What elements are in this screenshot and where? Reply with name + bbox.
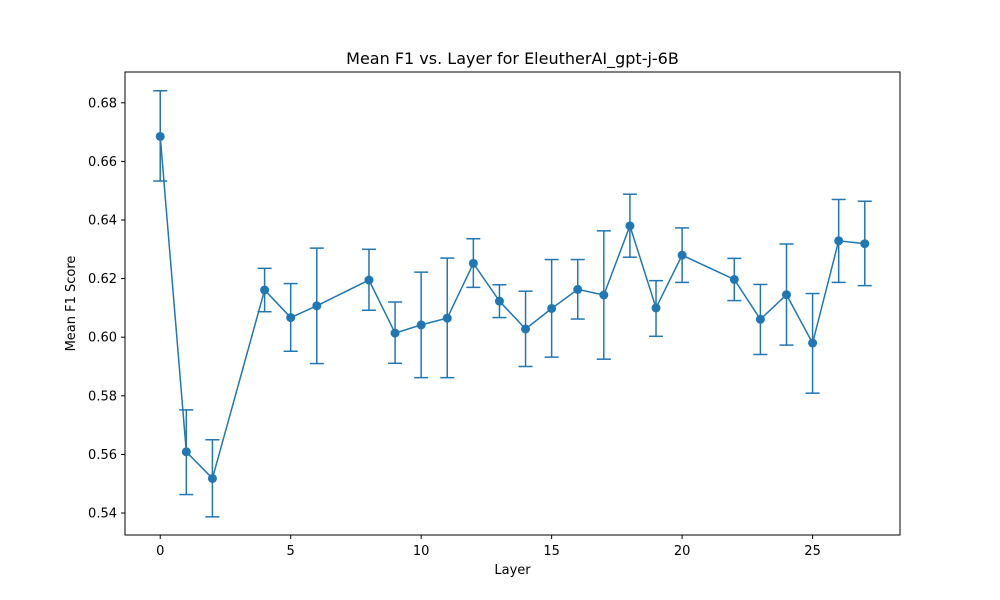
y-tick-label: 0.56	[88, 448, 117, 463]
y-tick-label: 0.54	[88, 507, 117, 522]
data-point	[651, 303, 661, 313]
data-point	[547, 303, 557, 313]
y-tick-label: 0.68	[88, 96, 117, 111]
plot-frame	[124, 71, 901, 536]
y-tick-label: 0.60	[88, 331, 117, 346]
y-axis-ticks: 0.54 0.56 0.58 0.60 0.62 0.64 0.66 0.68	[88, 96, 125, 522]
data-point	[416, 320, 426, 330]
y-tick-label: 0.62	[88, 272, 117, 287]
x-tick-label: 25	[804, 544, 821, 559]
x-tick-label: 15	[543, 544, 560, 559]
chart-title: Mean F1 vs. Layer for EleutherAI_gpt-j-6…	[346, 49, 679, 69]
data-point	[599, 290, 609, 300]
data-point	[860, 239, 870, 249]
data-point	[390, 328, 400, 338]
data-point	[468, 258, 478, 268]
y-tick-label: 0.58	[88, 389, 117, 404]
x-axis-ticks: 0 5 10 15 20 25	[156, 535, 821, 559]
data-point	[808, 338, 818, 348]
data-point	[312, 301, 322, 311]
data-point	[155, 131, 165, 141]
y-axis-label: Mean F1 Score	[64, 256, 79, 352]
data-point	[364, 275, 374, 285]
data-point	[207, 473, 217, 483]
x-tick-label: 20	[674, 544, 691, 559]
data-point	[286, 313, 296, 323]
data-point	[181, 447, 191, 457]
y-tick-label: 0.66	[88, 155, 117, 170]
x-tick-label: 0	[156, 544, 164, 559]
x-axis-label: Layer	[494, 563, 531, 578]
data-point	[781, 290, 791, 300]
data-point	[260, 285, 270, 295]
data-point	[677, 250, 687, 260]
points-group	[155, 131, 870, 483]
data-point	[494, 296, 504, 306]
data-point	[729, 274, 739, 284]
data-point	[521, 324, 531, 334]
data-point	[755, 314, 765, 324]
data-point	[834, 236, 844, 246]
data-point	[442, 313, 452, 323]
data-point	[625, 221, 635, 231]
y-tick-label: 0.64	[88, 213, 117, 228]
data-point	[573, 284, 583, 294]
x-tick-label: 5	[287, 544, 295, 559]
x-tick-label: 10	[413, 544, 430, 559]
